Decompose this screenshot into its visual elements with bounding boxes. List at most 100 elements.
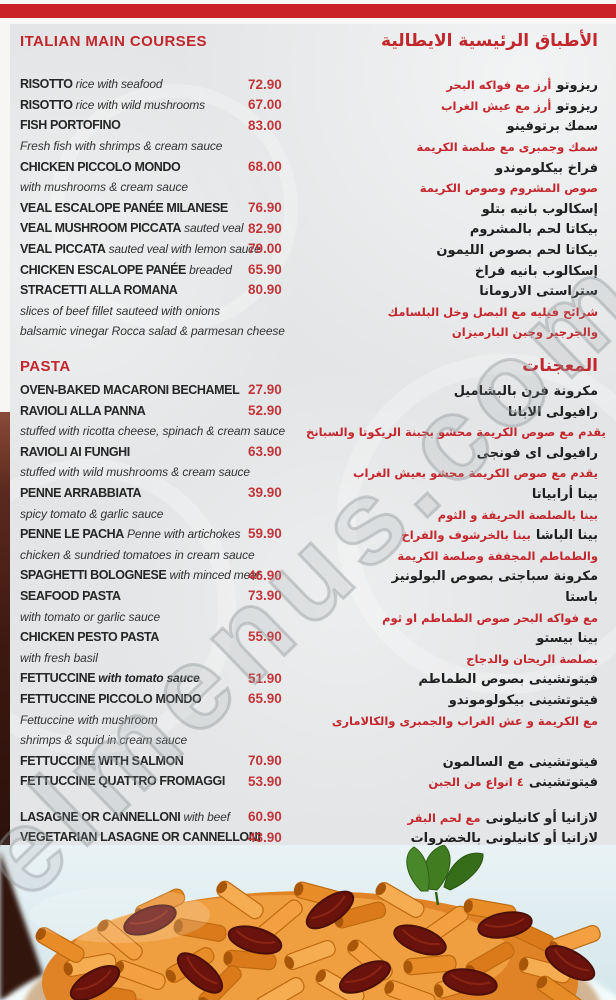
item-description: spicy tomato & garlic sauce [20,506,164,521]
item-arabic: بينا أرابياتا [306,485,598,501]
item-name: VEAL ESCALOPE PANÉE MILANESE [20,200,228,215]
item-price: 73.90 [248,588,282,604]
item-price: 60.90 [248,809,282,825]
item-subtext: with minced meat [166,568,260,583]
menu-row: spicy tomato & garlic sauce بينا بالصلصة … [20,503,598,524]
item-arabic: رافيولى اى فونجى [306,444,598,460]
menu-row: balsamic vinegar Rocca salad & parmesan … [20,321,598,342]
item-arabic: بينا بالصلصة الحريفة و الثوم [306,506,598,522]
menu-row: STRACETTI ALLA ROMANA 80.90 ستراستى الاروم… [20,280,598,301]
item-name: LASAGNE OR CANNELLONI [20,809,181,824]
item-arabic: والجرجير وجبن البارميزان [306,323,598,339]
item-subtext: rice with seafood [72,77,163,92]
item-price: 82.90 [248,220,282,236]
menu-row: with fresh basil بصلصة الريحان والدجاج [20,647,598,668]
item-name: CHICKEN ESCALOPE PANÉE [20,262,186,277]
pasta-header: PASTA المعجنات [20,356,598,376]
menu-row: stuffed with ricotta cheese, spinach & c… [20,421,606,442]
main-courses-title-arabic: الأطباق الرئيسية الايطالية [381,31,598,51]
pasta-title-english: PASTA [20,357,71,375]
item-arabic: فراخ بيكلوموندو [306,159,598,175]
item-arabic-name: ستراستى الارومانا [479,284,598,300]
item-price: 68.00 [248,158,282,174]
item-arabic: إسكالوب بانيه فراخ [306,262,598,278]
item-arabic-description: بينا بالصلصة الحريفة و الثوم [437,507,598,522]
item-description: stuffed with wild mushrooms & cream sauc… [20,465,250,480]
item-name: FISH PORTOFINO [20,118,121,133]
item-arabic: ريزوتو أرز مع عيش الغراب [306,97,598,113]
item-arabic: يقدم مع صوص الكريمة محشو بعيش الغراب [306,464,598,480]
item-description: with mushrooms & cream sauce [20,180,188,195]
item-arabic-name: فيتوتشينى بيكولوموندو [448,692,598,708]
item-arabic-description: والطماطم المجففة وصلصة الكريمة [397,548,598,563]
item-arabic-description: يقدم مع صوص الكريمة محشو بجبنة الريكوتا … [306,425,606,440]
item-price: 65.90 [248,691,282,707]
item-name: SPAGHETTI BOLOGNESE [20,568,167,583]
item-arabic-name: ريزوتو [556,78,598,94]
item-price: 43.90 [248,829,282,845]
item-arabic: باستا [306,588,598,604]
item-subtext: with tomato sauce [95,671,200,686]
item-arabic-description: بينا بالخرشوف والفراخ [401,528,531,543]
item-arabic-description: صوص المشروم وصوص الكريمة [419,181,598,196]
item-price: 65.90 [248,261,282,277]
item-arabic-name: فيتوتشينى [528,775,598,791]
item-name: RISOTTO [20,97,73,112]
menu-row: stuffed with wild mushrooms & cream sauc… [20,462,598,483]
main-courses-header: ITALIAN MAIN COURSES الأطباق الرئيسية ال… [20,31,598,51]
menu-row: slices of beef fillet sauteed with onion… [20,301,598,322]
item-arabic-description: مع فواكه البحر صوص الطماطم او ثوم [382,610,598,625]
item-arabic: لازانيا أو كانيلونى بالخضروات [306,829,598,845]
item-arabic-name: فيتوتشينى بصوص الطماطم [418,672,598,688]
menu-row: Fresh fish with shrimps & cream sauce سمك… [20,136,598,157]
menu-row: FETTUCCINE WITH SALMON 70.90 فيتوتشينى مع … [20,750,598,771]
item-arabic: يقدم مع صوص الكريمة محشو بجبنة الريكوتا … [306,423,606,439]
item-name: STRACETTI ALLA ROMANA [20,283,178,298]
item-description: chicken & sundried tomatoes in cream sau… [20,547,255,562]
item-price: 27.90 [248,382,282,398]
item-arabic: بينا بيستو [306,629,598,645]
item-subtext: sauted veal with lemon sauce [105,242,261,257]
menu-row: Fettuccine with mushroom مع الكريمة و عش … [20,709,598,730]
item-name: FETTUCCINE WITH SALMON [20,753,184,768]
item-arabic-name: لازانيا أو كانيلونى [485,810,598,826]
item-arabic-name: بينا بيستو [536,631,598,647]
top-red-bar [0,4,616,18]
item-arabic-description: مع لحم البقر [407,810,481,825]
item-arabic-name: بيكاتا لحم بالمشروم [469,222,598,238]
item-arabic: مكرونة سباجتى بصوص البولونيز [306,567,598,583]
menu-row: CHICKEN PICCOLO MONDO 68.00 فراخ بيكلوموند… [20,156,598,177]
menu-content: ITALIAN MAIN COURSES الأطباق الرئيسية ال… [10,24,616,848]
item-arabic-description: بصلصة الريحان والدجاج [466,651,598,666]
item-name: PENNE LE PACHA [20,527,124,542]
item-arabic-description: سمك وجمبرى مع صلصة الكريمة [416,140,598,155]
item-arabic: صوص المشروم وصوص الكريمة [306,179,598,195]
item-arabic-description: ٤ انواع من الجبن [428,775,524,790]
item-arabic-name: مكرونة سباجتى بصوص البولونيز [391,569,598,585]
menu-row: shrimps & squid in cream sauce [20,730,598,751]
menu-row: RAVIOLI ALLA PANNA 52.90 رافيولى الابانا [20,400,598,421]
item-name: FETTUCCINE PICCOLO MONDO [20,691,202,706]
item-name: RAVIOLI AI FUNGHI [20,444,130,459]
main-courses-title-english: ITALIAN MAIN COURSES [20,33,207,50]
item-price: 80.90 [248,282,282,298]
item-description: Fettuccine with mushroom [20,712,158,727]
item-arabic-name: رافيولى الابانا [507,404,598,420]
item-subtext: breaded [186,262,232,277]
item-arabic-name: سمك برتوفينو [506,119,598,135]
item-arabic-name: فيتوتشينى مع السالمون [442,754,598,770]
row-spacer [20,792,598,807]
item-arabic: بينا الباشا بينا بالخرشوف والفراخ [306,526,598,542]
menu-row: FETTUCCINE with tomato sauce 51.90 فيتوتشي… [20,668,598,689]
menu-row: RAVIOLI AI FUNGHI 63.90 رافيولى اى فونجى [20,442,598,463]
item-price: 72.90 [248,76,282,92]
menu-row: VEGETARIAN LASAGNE OR CANNELLONI 43.90 لاز… [20,827,598,848]
item-arabic-name: إسكالوب بانيه بتلو [481,201,598,217]
item-arabic-name: لازانيا أو كانيلونى بالخضروات [410,831,598,847]
main-courses-list: RISOTTO rice with seafood 72.90 ريزوتو أرز… [20,74,598,342]
menu-panel: ITALIAN MAIN COURSES الأطباق الرئيسية ال… [0,24,616,848]
item-arabic: لازانيا أو كانيلونى مع لحم البقر [306,809,599,826]
item-arabic: ستراستى الارومانا [306,282,598,298]
item-name: VEGETARIAN LASAGNE OR CANNELLONI [20,830,261,845]
menu-row: chicken & sundried tomatoes in cream sau… [20,544,598,565]
